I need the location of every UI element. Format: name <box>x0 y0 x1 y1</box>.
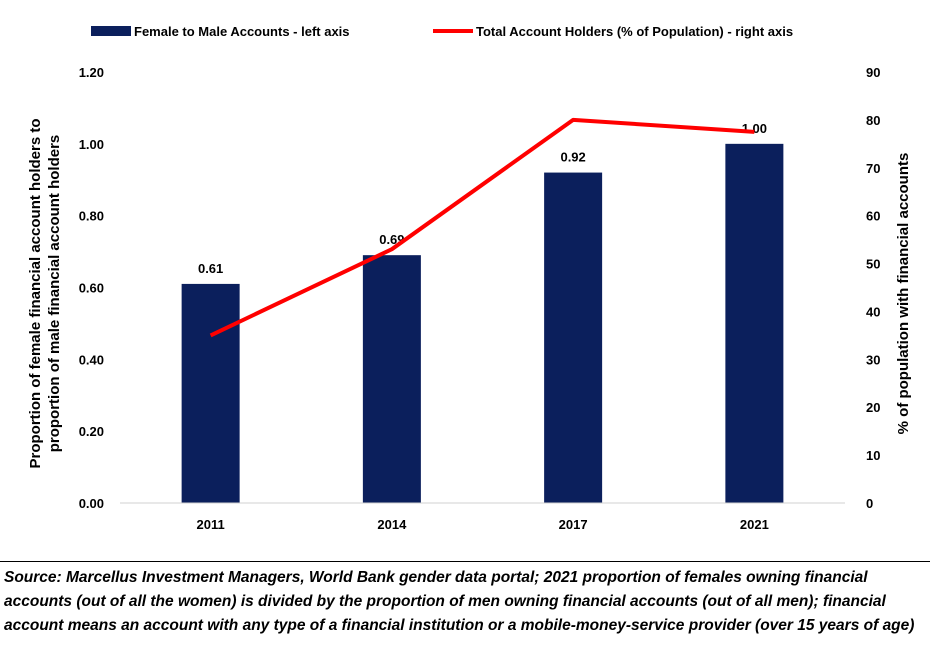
right-tick-label: 0 <box>866 496 873 511</box>
left-tick-label: 0.00 <box>79 496 104 511</box>
left-tick-label: 1.20 <box>79 65 104 80</box>
combo-chart: Female to Male Accounts - left axis Tota… <box>27 24 912 532</box>
right-tick-label: 40 <box>866 304 880 319</box>
left-tick-label: 0.80 <box>79 209 104 224</box>
right-tick-label: 70 <box>866 161 880 176</box>
right-tick-label: 90 <box>866 65 880 80</box>
right-tick-label: 50 <box>866 257 880 272</box>
bar-data-labels: 0.610.690.921.00 <box>198 121 767 276</box>
left-tick-label: 0.60 <box>79 281 104 296</box>
x-tick-label: 2011 <box>197 517 225 532</box>
left-axis-title-line-2: proportion of male financial account hol… <box>46 135 63 453</box>
bar <box>362 255 421 503</box>
footnote-divider <box>0 561 930 562</box>
bar-data-label: 1.00 <box>742 121 767 136</box>
legend-line-label: Total Account Holders (% of Population) … <box>476 24 793 39</box>
line-series <box>209 117 755 338</box>
x-axis-ticks: 2011 2014 2017 2021 <box>197 517 769 532</box>
source-footnote: Source: Marcellus Investment Managers, W… <box>4 569 915 634</box>
right-tick-label: 60 <box>866 209 880 224</box>
bar-series <box>181 143 784 504</box>
bar <box>181 283 240 503</box>
legend: Female to Male Accounts - left axis Tota… <box>91 24 793 39</box>
right-tick-label: 30 <box>866 352 880 367</box>
right-axis-ticks: 0 10 20 30 40 50 60 70 80 90 <box>866 65 880 511</box>
right-tick-label: 10 <box>866 448 880 463</box>
x-tick-label: 2014 <box>377 517 407 532</box>
right-axis-title: % of population with financial accounts <box>895 153 912 435</box>
x-tick-label: 2021 <box>740 517 769 532</box>
bar-data-label: 0.92 <box>560 150 585 165</box>
left-tick-label: 1.00 <box>79 137 104 152</box>
right-tick-label: 80 <box>866 113 880 128</box>
x-tick-label: 2017 <box>559 517 588 532</box>
left-axis-ticks: 0.00 0.20 0.40 0.60 0.80 1.00 1.20 <box>79 65 104 511</box>
legend-bar-swatch <box>91 26 131 36</box>
right-tick-label: 20 <box>866 400 880 415</box>
bar-data-label: 0.61 <box>198 261 223 276</box>
left-tick-label: 0.20 <box>79 424 104 439</box>
legend-bar-label: Female to Male Accounts - left axis <box>134 24 350 39</box>
left-axis-title-line-1: Proportion of female financial account h… <box>27 118 44 468</box>
bar <box>725 143 784 504</box>
bar <box>544 172 603 504</box>
left-tick-label: 0.40 <box>79 352 104 367</box>
